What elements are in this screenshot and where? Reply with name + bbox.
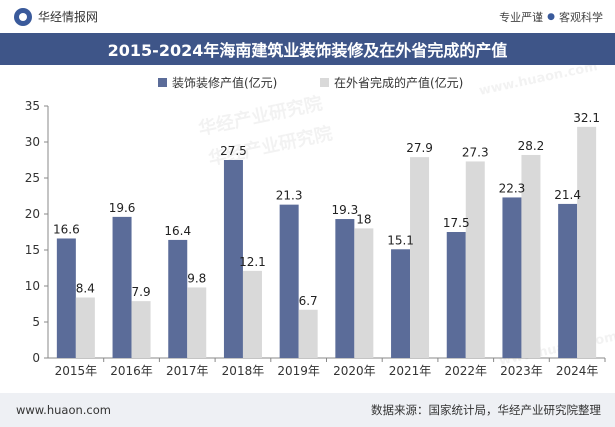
y-tick-label: 5 [32,315,40,329]
bar-series-1 [223,160,243,358]
data-label-series-1: 19.6 [109,201,136,215]
bar-series-2 [521,154,541,358]
data-label-series-1: 21.3 [276,189,303,203]
data-label-series-1: 16.6 [53,222,80,236]
footer: www.huaon.com 数据来源：国家统计局，华经产业研究院整理 [0,393,615,427]
data-label-series-2: 7.9 [132,285,151,299]
bar-series-1 [56,238,76,358]
chart-bars [56,126,597,358]
data-label-series-2: 27.3 [462,145,489,159]
bar-series-1 [168,239,188,358]
x-tick-label: 2024年 [556,364,599,378]
x-tick-label: 2020年 [333,364,376,378]
bar-series-1 [335,219,355,358]
watermark-text: www.huaon.com [478,65,599,99]
bar-series-2 [187,287,207,358]
bar-series-1 [558,203,578,358]
x-tick-label: 2021年 [389,364,432,378]
data-label-series-1: 22.3 [499,181,526,195]
bar-series-2 [410,157,430,358]
bar-chart: 华经产业研究院www.huaon.com华经产业研究院www.huaon.com… [25,65,615,378]
slogan-tag-1: 专业严谨 [499,10,544,24]
bar-series-2 [75,297,95,358]
data-label-series-2: 27.9 [406,141,433,155]
legend-label-1: 装饰装修产值(亿元) [172,75,277,90]
bar-series-2 [577,126,597,358]
footer-source: 数据来源：国家统计局，华经产业研究院整理 [371,403,601,417]
bar-series-1 [502,197,522,358]
data-label-series-1: 17.5 [443,216,470,230]
bar-series-1 [112,216,132,358]
chart-title: 2015-2024年海南建筑业装饰装修及在外省完成的产值 [0,33,615,65]
slogan-tag-2: 客观科学 [559,10,603,24]
data-label-series-2: 28.2 [518,139,545,153]
data-label-series-2: 18 [356,212,371,226]
data-label-series-2: 6.7 [299,294,318,308]
y-tick-label: 0 [32,351,40,365]
chart-data-labels: 16.6 8.4 19.6 7.9 16.4 9.8 27.5 12.1 21.3 6.7 19.3… [53,111,600,308]
x-tick-label: 2017年 [166,364,209,378]
top-bar: 华经情报网 专业严谨 ● 客观科学 [0,0,615,33]
chart-legend: 装饰装修产值(亿元) 在外省完成的产值(亿元) [158,75,463,90]
bar-series-2 [354,228,374,358]
slogan-separator: ● [547,11,555,22]
bar-series-2 [298,309,318,358]
x-tick-label: 2023年 [500,364,543,378]
data-label-series-2: 32.1 [573,111,600,125]
data-label-series-2: 9.8 [187,271,206,285]
legend-swatch-2 [320,78,329,87]
x-tick-label: 2018年 [222,364,265,378]
data-label-series-1: 27.5 [220,144,247,158]
x-tick-label: 2022年 [444,364,487,378]
y-tick-label: 35 [25,99,40,113]
y-tick-label: 30 [25,135,40,149]
legend-label-2: 在外省完成的产值(亿元) [334,75,463,90]
data-label-series-2: 8.4 [76,282,95,296]
data-label-series-1: 15.1 [387,233,414,247]
legend-swatch-1 [158,78,167,87]
bar-series-1 [446,232,466,358]
bar-series-2 [242,270,262,358]
y-tick-label: 10 [25,279,40,293]
brand-name: 华经情报网 [38,10,99,24]
brand: 华经情报网 [14,7,99,26]
x-tick-label: 2016年 [110,364,153,378]
data-label-series-1: 19.3 [331,203,358,217]
bar-series-2 [131,301,151,358]
x-tick-label: 2015年 [55,364,98,378]
brand-logo-icon [14,7,32,26]
bar-series-1 [391,249,411,358]
y-tick-label: 25 [25,171,40,185]
slogan: 专业严谨 ● 客观科学 [499,9,603,25]
bar-series-1 [279,204,299,358]
bar-series-2 [465,161,485,358]
data-label-series-1: 16.4 [164,224,191,238]
x-tick-label: 2019年 [277,364,320,378]
y-tick-label: 15 [25,243,40,257]
y-tick-label: 20 [25,207,40,221]
data-label-series-1: 21.4 [554,188,581,202]
footer-url: www.huaon.com [16,403,111,417]
data-label-series-2: 12.1 [239,255,266,269]
